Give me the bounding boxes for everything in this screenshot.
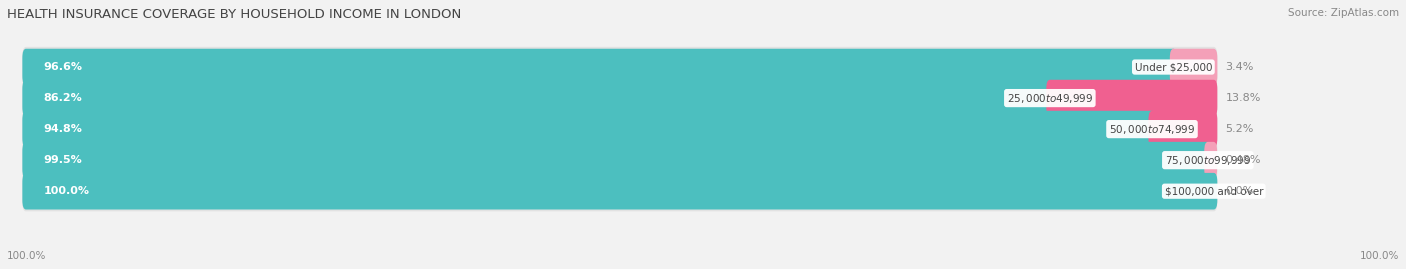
FancyBboxPatch shape [22,111,1156,147]
FancyBboxPatch shape [22,142,1212,178]
Text: Under $25,000: Under $25,000 [1135,62,1212,72]
Text: Source: ZipAtlas.com: Source: ZipAtlas.com [1288,8,1399,18]
Text: $50,000 to $74,999: $50,000 to $74,999 [1109,123,1195,136]
FancyBboxPatch shape [22,47,1218,87]
FancyBboxPatch shape [1205,142,1218,178]
Text: 0.0%: 0.0% [1226,186,1254,196]
Text: 96.6%: 96.6% [44,62,83,72]
Text: 5.2%: 5.2% [1226,124,1254,134]
FancyBboxPatch shape [22,171,1218,211]
FancyBboxPatch shape [22,173,1218,210]
Text: 3.4%: 3.4% [1226,62,1254,72]
Text: 0.48%: 0.48% [1226,155,1261,165]
Text: 100.0%: 100.0% [44,186,90,196]
Text: 94.8%: 94.8% [44,124,83,134]
FancyBboxPatch shape [1149,111,1218,147]
Text: 13.8%: 13.8% [1226,93,1261,103]
Text: 99.5%: 99.5% [44,155,83,165]
Text: 100.0%: 100.0% [7,251,46,261]
Text: $100,000 and over: $100,000 and over [1164,186,1263,196]
FancyBboxPatch shape [22,78,1218,118]
Text: $75,000 to $99,999: $75,000 to $99,999 [1164,154,1251,167]
FancyBboxPatch shape [1170,49,1218,85]
FancyBboxPatch shape [22,49,1177,85]
FancyBboxPatch shape [22,109,1218,149]
Text: 86.2%: 86.2% [44,93,83,103]
FancyBboxPatch shape [22,80,1053,116]
Text: HEALTH INSURANCE COVERAGE BY HOUSEHOLD INCOME IN LONDON: HEALTH INSURANCE COVERAGE BY HOUSEHOLD I… [7,8,461,21]
Text: $25,000 to $49,999: $25,000 to $49,999 [1007,91,1092,105]
FancyBboxPatch shape [1046,80,1218,116]
FancyBboxPatch shape [22,140,1218,180]
Text: 100.0%: 100.0% [1360,251,1399,261]
